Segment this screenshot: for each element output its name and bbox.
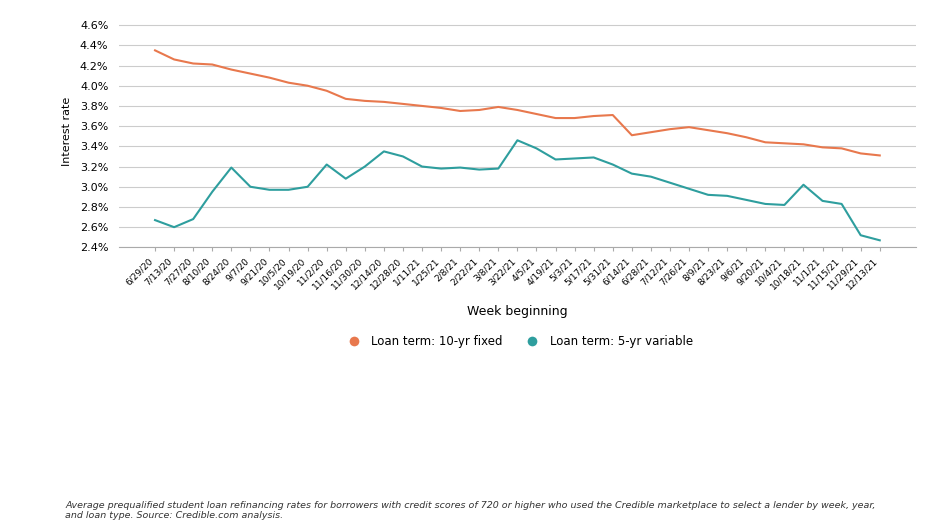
X-axis label: Week beginning: Week beginning [467, 305, 568, 318]
Loan term: 10-yr fixed: (24, 0.0371): 10-yr fixed: (24, 0.0371) [607, 112, 618, 118]
Loan term: 5-yr variable: (34, 0.0302): 5-yr variable: (34, 0.0302) [798, 181, 809, 188]
Loan term: 5-yr variable: (5, 0.03): 5-yr variable: (5, 0.03) [245, 184, 256, 190]
Loan term: 5-yr variable: (6, 0.0297): 5-yr variable: (6, 0.0297) [263, 187, 275, 193]
Loan term: 10-yr fixed: (33, 0.0343): 10-yr fixed: (33, 0.0343) [779, 140, 790, 146]
Loan term: 10-yr fixed: (35, 0.0339): 10-yr fixed: (35, 0.0339) [817, 144, 829, 151]
Loan term: 10-yr fixed: (12, 0.0384): 10-yr fixed: (12, 0.0384) [378, 99, 389, 105]
Loan term: 5-yr variable: (2, 0.0268): 5-yr variable: (2, 0.0268) [187, 216, 198, 222]
Loan term: 10-yr fixed: (18, 0.0379): 10-yr fixed: (18, 0.0379) [492, 104, 504, 110]
Loan term: 10-yr fixed: (34, 0.0342): 10-yr fixed: (34, 0.0342) [798, 141, 809, 147]
Loan term: 5-yr variable: (38, 0.0247): 5-yr variable: (38, 0.0247) [874, 237, 885, 243]
Loan term: 5-yr variable: (11, 0.032): 5-yr variable: (11, 0.032) [359, 163, 371, 169]
Loan term: 10-yr fixed: (19, 0.0376): 10-yr fixed: (19, 0.0376) [512, 107, 523, 113]
Loan term: 10-yr fixed: (16, 0.0375): 10-yr fixed: (16, 0.0375) [454, 108, 466, 114]
Loan term: 10-yr fixed: (4, 0.0416): 10-yr fixed: (4, 0.0416) [225, 66, 236, 73]
Loan term: 10-yr fixed: (10, 0.0387): 10-yr fixed: (10, 0.0387) [340, 96, 351, 102]
Loan term: 5-yr variable: (17, 0.0317): 5-yr variable: (17, 0.0317) [474, 166, 485, 173]
Loan term: 10-yr fixed: (30, 0.0353): 10-yr fixed: (30, 0.0353) [722, 130, 733, 137]
Loan term: 5-yr variable: (3, 0.0295): 5-yr variable: (3, 0.0295) [207, 189, 218, 195]
Loan term: 10-yr fixed: (26, 0.0354): 10-yr fixed: (26, 0.0354) [645, 129, 656, 135]
Loan term: 5-yr variable: (8, 0.03): 5-yr variable: (8, 0.03) [302, 184, 313, 190]
Line: Loan term: 5-yr variable: Loan term: 5-yr variable [155, 140, 880, 240]
Loan term: 5-yr variable: (28, 0.0298): 5-yr variable: (28, 0.0298) [683, 186, 695, 192]
Loan term: 10-yr fixed: (25, 0.0351): 10-yr fixed: (25, 0.0351) [627, 132, 638, 139]
Loan term: 10-yr fixed: (0, 0.0435): 10-yr fixed: (0, 0.0435) [150, 47, 161, 53]
Loan term: 5-yr variable: (31, 0.0287): 5-yr variable: (31, 0.0287) [741, 197, 752, 203]
Loan term: 5-yr variable: (30, 0.0291): 5-yr variable: (30, 0.0291) [722, 192, 733, 199]
Loan term: 5-yr variable: (35, 0.0286): 5-yr variable: (35, 0.0286) [817, 198, 829, 204]
Loan term: 5-yr variable: (19, 0.0346): 5-yr variable: (19, 0.0346) [512, 137, 523, 143]
Loan term: 10-yr fixed: (13, 0.0382): 10-yr fixed: (13, 0.0382) [398, 101, 409, 107]
Loan term: 10-yr fixed: (11, 0.0385): 10-yr fixed: (11, 0.0385) [359, 98, 371, 104]
Loan term: 5-yr variable: (15, 0.0318): 5-yr variable: (15, 0.0318) [436, 165, 447, 172]
Loan term: 5-yr variable: (36, 0.0283): 5-yr variable: (36, 0.0283) [836, 201, 847, 207]
Loan term: 5-yr variable: (26, 0.031): 5-yr variable: (26, 0.031) [645, 174, 656, 180]
Loan term: 5-yr variable: (0, 0.0267): 5-yr variable: (0, 0.0267) [150, 217, 161, 223]
Legend: Loan term: 10-yr fixed, Loan term: 5-yr variable: Loan term: 10-yr fixed, Loan term: 5-yr … [337, 331, 698, 353]
Loan term: 5-yr variable: (25, 0.0313): 5-yr variable: (25, 0.0313) [627, 170, 638, 177]
Loan term: 10-yr fixed: (2, 0.0422): 10-yr fixed: (2, 0.0422) [187, 60, 198, 66]
Loan term: 10-yr fixed: (28, 0.0359): 10-yr fixed: (28, 0.0359) [683, 124, 695, 130]
Loan term: 10-yr fixed: (23, 0.037): 10-yr fixed: (23, 0.037) [588, 113, 600, 119]
Loan term: 10-yr fixed: (17, 0.0376): 10-yr fixed: (17, 0.0376) [474, 107, 485, 113]
Loan term: 5-yr variable: (37, 0.0252): 5-yr variable: (37, 0.0252) [855, 232, 866, 238]
Loan term: 10-yr fixed: (31, 0.0349): 10-yr fixed: (31, 0.0349) [741, 134, 752, 140]
Loan term: 10-yr fixed: (8, 0.04): 10-yr fixed: (8, 0.04) [302, 83, 313, 89]
Line: Loan term: 10-yr fixed: Loan term: 10-yr fixed [155, 50, 880, 155]
Y-axis label: Interest rate: Interest rate [61, 97, 72, 166]
Loan term: 5-yr variable: (24, 0.0322): 5-yr variable: (24, 0.0322) [607, 162, 618, 168]
Loan term: 5-yr variable: (7, 0.0297): 5-yr variable: (7, 0.0297) [283, 187, 294, 193]
Loan term: 5-yr variable: (32, 0.0283): 5-yr variable: (32, 0.0283) [760, 201, 771, 207]
Loan term: 5-yr variable: (14, 0.032): 5-yr variable: (14, 0.032) [416, 163, 427, 169]
Loan term: 10-yr fixed: (32, 0.0344): 10-yr fixed: (32, 0.0344) [760, 139, 771, 145]
Loan term: 10-yr fixed: (1, 0.0426): 10-yr fixed: (1, 0.0426) [169, 56, 180, 63]
Loan term: 5-yr variable: (23, 0.0329): 5-yr variable: (23, 0.0329) [588, 154, 600, 161]
Loan term: 10-yr fixed: (27, 0.0357): 10-yr fixed: (27, 0.0357) [665, 126, 676, 132]
Loan term: 10-yr fixed: (36, 0.0338): 10-yr fixed: (36, 0.0338) [836, 145, 847, 152]
Loan term: 5-yr variable: (20, 0.0338): 5-yr variable: (20, 0.0338) [531, 145, 542, 152]
Loan term: 10-yr fixed: (3, 0.0421): 10-yr fixed: (3, 0.0421) [207, 61, 218, 67]
Loan term: 5-yr variable: (12, 0.0335): 5-yr variable: (12, 0.0335) [378, 148, 389, 154]
Loan term: 5-yr variable: (18, 0.0318): 5-yr variable: (18, 0.0318) [492, 165, 504, 172]
Loan term: 10-yr fixed: (7, 0.0403): 10-yr fixed: (7, 0.0403) [283, 79, 294, 86]
Loan term: 10-yr fixed: (5, 0.0412): 10-yr fixed: (5, 0.0412) [245, 71, 256, 77]
Loan term: 10-yr fixed: (6, 0.0408): 10-yr fixed: (6, 0.0408) [263, 74, 275, 81]
Loan term: 5-yr variable: (10, 0.0308): 5-yr variable: (10, 0.0308) [340, 176, 351, 182]
Loan term: 5-yr variable: (16, 0.0319): 5-yr variable: (16, 0.0319) [454, 164, 466, 170]
Loan term: 5-yr variable: (27, 0.0304): 5-yr variable: (27, 0.0304) [665, 179, 676, 186]
Loan term: 10-yr fixed: (37, 0.0333): 10-yr fixed: (37, 0.0333) [855, 150, 866, 156]
Text: Average prequalified student loan refinancing rates for borrowers with credit sc: Average prequalified student loan refina… [65, 501, 875, 520]
Loan term: 10-yr fixed: (9, 0.0395): 10-yr fixed: (9, 0.0395) [321, 88, 332, 94]
Loan term: 5-yr variable: (29, 0.0292): 5-yr variable: (29, 0.0292) [703, 192, 714, 198]
Loan term: 10-yr fixed: (29, 0.0356): 10-yr fixed: (29, 0.0356) [703, 127, 714, 133]
Loan term: 5-yr variable: (1, 0.026): 5-yr variable: (1, 0.026) [169, 224, 180, 230]
Loan term: 5-yr variable: (21, 0.0327): 5-yr variable: (21, 0.0327) [550, 156, 561, 163]
Loan term: 5-yr variable: (22, 0.0328): 5-yr variable: (22, 0.0328) [569, 155, 580, 162]
Loan term: 10-yr fixed: (14, 0.038): 10-yr fixed: (14, 0.038) [416, 103, 427, 109]
Loan term: 5-yr variable: (9, 0.0322): 5-yr variable: (9, 0.0322) [321, 162, 332, 168]
Loan term: 10-yr fixed: (22, 0.0368): 10-yr fixed: (22, 0.0368) [569, 115, 580, 121]
Loan term: 5-yr variable: (13, 0.033): 5-yr variable: (13, 0.033) [398, 153, 409, 160]
Loan term: 10-yr fixed: (21, 0.0368): 10-yr fixed: (21, 0.0368) [550, 115, 561, 121]
Loan term: 10-yr fixed: (15, 0.0378): 10-yr fixed: (15, 0.0378) [436, 105, 447, 111]
Loan term: 10-yr fixed: (20, 0.0372): 10-yr fixed: (20, 0.0372) [531, 111, 542, 117]
Loan term: 5-yr variable: (4, 0.0319): 5-yr variable: (4, 0.0319) [225, 164, 236, 170]
Loan term: 5-yr variable: (33, 0.0282): 5-yr variable: (33, 0.0282) [779, 202, 790, 208]
Loan term: 10-yr fixed: (38, 0.0331): 10-yr fixed: (38, 0.0331) [874, 152, 885, 158]
